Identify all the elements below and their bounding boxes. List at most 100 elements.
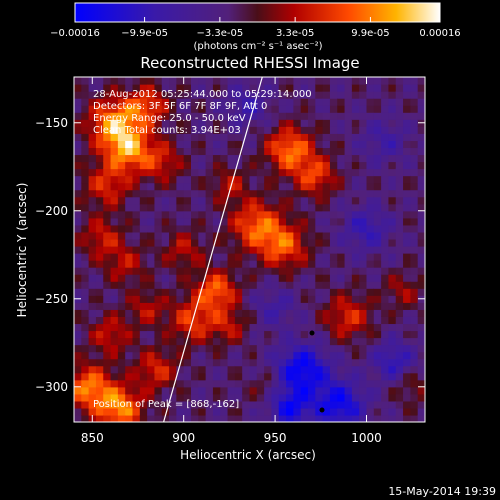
heatmap-cell xyxy=(183,168,192,177)
heatmap-cell xyxy=(139,168,148,177)
heatmap-cell xyxy=(381,91,390,99)
heatmap-cell xyxy=(169,414,177,422)
heatmap-cell xyxy=(88,358,97,367)
heatmap-cell xyxy=(271,91,280,99)
heatmap-cell xyxy=(125,288,134,296)
heatmap-cell xyxy=(103,253,112,261)
heatmap-cell xyxy=(308,260,316,268)
heatmap-cell xyxy=(322,196,331,205)
heatmap-cell xyxy=(300,407,309,416)
x-tick-label: 950 xyxy=(264,431,287,445)
heatmap-cell xyxy=(337,224,346,233)
heatmap-cell xyxy=(417,224,425,233)
heatmap-cell xyxy=(234,309,243,317)
heatmap-cell xyxy=(227,267,236,275)
heatmap-cell xyxy=(88,196,97,205)
heatmap-cell xyxy=(103,274,112,282)
heatmap-cell xyxy=(329,323,338,332)
heatmap-cell xyxy=(351,196,360,205)
heatmap-cell xyxy=(205,77,214,85)
heatmap-cell xyxy=(278,119,287,127)
heatmap-cell xyxy=(212,281,221,289)
heatmap-cell xyxy=(176,302,185,310)
heatmap-cell xyxy=(95,175,104,184)
heatmap-cell xyxy=(212,119,221,127)
heatmap-cell xyxy=(88,372,97,381)
heatmap-cell xyxy=(315,231,324,240)
heatmap-cell xyxy=(242,126,251,134)
heatmap-cell xyxy=(154,386,163,395)
heatmap-cell xyxy=(315,84,324,92)
heatmap-cell xyxy=(249,140,258,149)
heatmap-cell xyxy=(417,386,425,395)
heatmap-cell xyxy=(264,77,273,85)
heatmap-cell xyxy=(161,386,170,395)
heatmap-cell xyxy=(176,365,185,374)
heatmap-cell xyxy=(278,365,287,374)
heatmap-cell xyxy=(147,126,156,134)
heatmap-cell xyxy=(373,365,382,374)
heatmap-cell xyxy=(132,400,141,409)
heatmap-cell xyxy=(176,168,185,177)
heatmap-cell xyxy=(271,210,280,219)
heatmap-cell xyxy=(410,330,419,339)
heatmap-cell xyxy=(212,168,221,177)
heatmap-cell xyxy=(359,274,368,282)
heatmap-cell xyxy=(388,400,397,409)
heatmap-cell xyxy=(403,147,411,156)
heatmap-cell xyxy=(212,302,221,310)
heatmap-cell xyxy=(117,161,126,170)
heatmap-cell xyxy=(329,119,338,127)
heatmap-cell xyxy=(74,126,82,134)
heatmap-cell xyxy=(95,196,104,205)
heatmap-cell xyxy=(242,161,251,170)
heatmap-cell xyxy=(264,351,273,360)
heatmap-cell xyxy=(88,189,97,198)
heatmap-cell xyxy=(139,316,148,325)
heatmap-cell xyxy=(264,119,273,127)
heatmap-cell xyxy=(234,224,243,233)
heatmap-cell xyxy=(205,302,214,310)
heatmap-cell xyxy=(300,140,309,149)
heatmap-cell xyxy=(88,253,97,261)
heatmap-cell xyxy=(329,224,338,233)
heatmap-cell xyxy=(366,309,375,317)
heatmap-cell xyxy=(227,337,236,346)
heatmap-cell xyxy=(359,210,368,219)
heatmap-cell xyxy=(242,189,251,198)
heatmap-cell xyxy=(74,105,82,113)
heatmap-cell xyxy=(183,245,192,254)
heatmap-cell xyxy=(344,330,353,339)
heatmap-cell xyxy=(417,161,425,170)
heatmap-cell xyxy=(132,210,141,219)
heatmap-cell xyxy=(220,358,229,367)
heatmap-cell xyxy=(308,393,316,402)
heatmap-cell xyxy=(198,133,207,141)
heatmap-cell xyxy=(117,91,126,99)
heatmap-cell xyxy=(74,168,82,177)
heatmap-cell xyxy=(410,238,419,247)
heatmap-cell xyxy=(103,84,112,92)
heatmap-cell xyxy=(329,175,338,184)
heatmap-cell xyxy=(88,238,97,247)
heatmap-cell xyxy=(95,386,104,395)
heatmap-cell xyxy=(110,147,119,156)
heatmap-cell xyxy=(88,407,97,416)
heatmap-cell xyxy=(388,302,397,310)
heatmap-cell xyxy=(139,400,148,409)
heatmap-cell xyxy=(147,154,156,163)
heatmap-cell xyxy=(234,330,243,339)
heatmap-cell xyxy=(286,372,294,381)
heatmap-cell xyxy=(81,217,90,226)
heatmap-cell xyxy=(139,112,148,120)
heatmap-cell xyxy=(388,126,397,134)
heatmap-cell xyxy=(242,203,251,212)
heatmap-cell xyxy=(322,337,331,346)
heatmap-cell xyxy=(242,119,251,127)
heatmap-cell xyxy=(329,309,338,317)
heatmap-cell xyxy=(139,189,148,198)
heatmap-cell xyxy=(110,386,119,395)
heatmap-cell xyxy=(351,274,360,282)
heatmap-cell xyxy=(176,217,185,226)
heatmap-cell xyxy=(103,281,112,289)
